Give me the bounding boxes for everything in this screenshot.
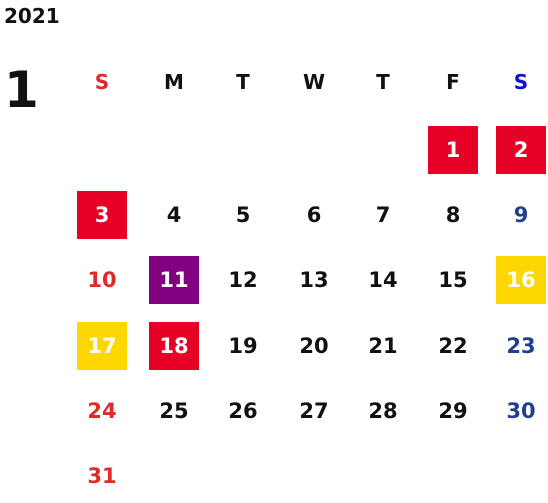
day: 22: [438, 334, 468, 358]
marked-day: 2: [496, 126, 546, 174]
marked-day: 18: [149, 322, 199, 370]
day: 24: [87, 399, 117, 423]
day: 7: [375, 203, 391, 227]
marked-day: 17: [77, 322, 127, 370]
day: 9: [513, 203, 529, 227]
day: 25: [159, 399, 189, 423]
day: 13: [299, 268, 329, 292]
day: 8: [445, 203, 461, 227]
month: 1: [4, 61, 39, 119]
weekday-header: F: [446, 70, 460, 94]
marked-day: 3: [77, 191, 127, 239]
day: 5: [235, 203, 251, 227]
day: 10: [87, 268, 117, 292]
day: 19: [228, 334, 258, 358]
day: 30: [506, 399, 536, 423]
day: 21: [368, 334, 398, 358]
weekday-header: M: [164, 70, 184, 94]
weekday-header: T: [376, 70, 390, 94]
weekday-header: T: [236, 70, 250, 94]
day: 4: [166, 203, 182, 227]
day: 20: [299, 334, 329, 358]
marked-day: 11: [149, 256, 199, 304]
day: 27: [299, 399, 329, 423]
day: 14: [368, 268, 398, 292]
marked-day: 16: [496, 256, 546, 304]
marked-day: 1: [428, 126, 478, 174]
day: 6: [306, 203, 322, 227]
weekday-header: S: [94, 70, 110, 94]
day: 29: [438, 399, 468, 423]
year: 2021: [4, 4, 60, 28]
weekday-header: W: [302, 70, 326, 94]
day: 15: [438, 268, 468, 292]
day: 31: [87, 464, 117, 488]
weekday-header: S: [513, 70, 529, 94]
day: 28: [368, 399, 398, 423]
day: 12: [228, 268, 258, 292]
day: 23: [506, 334, 536, 358]
day: 26: [228, 399, 258, 423]
